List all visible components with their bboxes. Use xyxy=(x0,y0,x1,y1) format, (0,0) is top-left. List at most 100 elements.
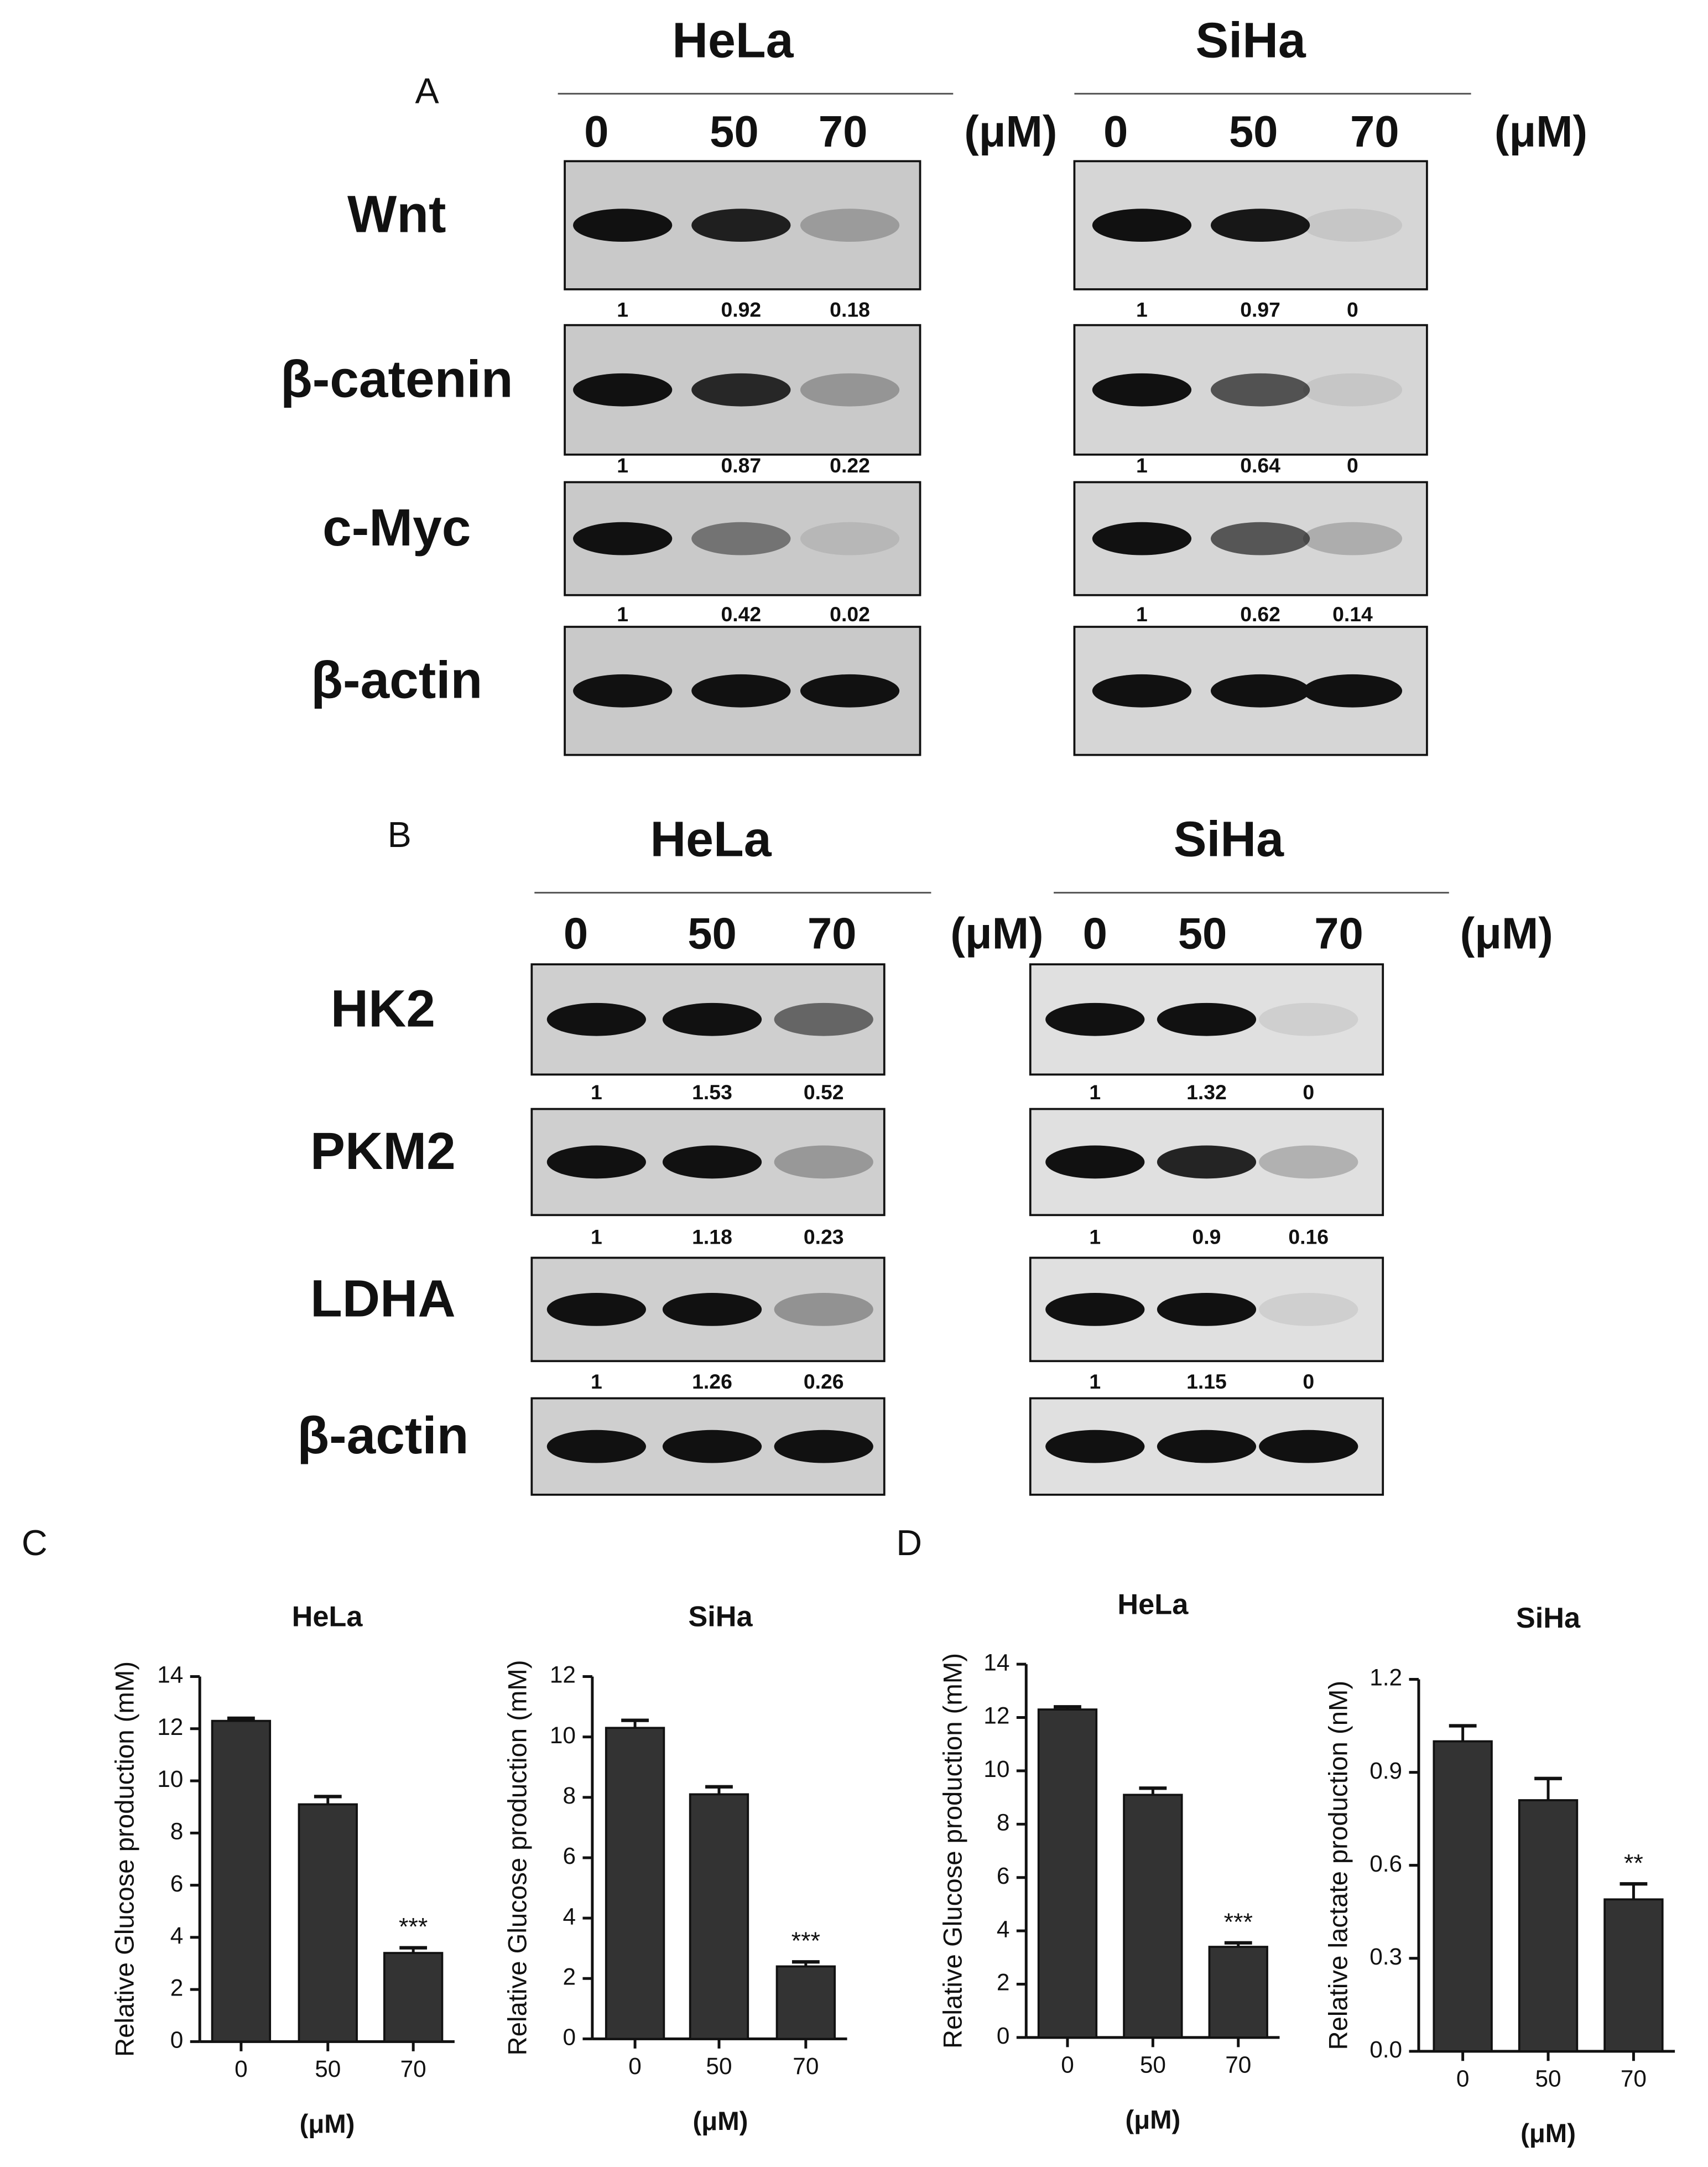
band xyxy=(1045,1293,1145,1326)
quant-label: 0.42 xyxy=(721,602,761,626)
protein-label: LDHA xyxy=(310,1269,456,1328)
band xyxy=(691,674,791,708)
quant-label: 1 xyxy=(617,602,628,626)
quant-label: 0.64 xyxy=(1240,454,1280,477)
quant-label: 0.02 xyxy=(830,602,870,626)
y-tick-label: 0 xyxy=(170,2027,184,2053)
y-tick-label: 8 xyxy=(170,1818,184,1844)
x-tick-label: 70 xyxy=(793,2053,819,2079)
quant-label: 1.15 xyxy=(1186,1370,1227,1393)
dose-label: 70 xyxy=(1314,908,1363,958)
band xyxy=(1045,1145,1145,1179)
y-tick-label: 0 xyxy=(563,2024,576,2050)
quant-label: 1 xyxy=(1136,602,1148,626)
band xyxy=(1157,1145,1257,1179)
significance-label: *** xyxy=(399,1913,428,1941)
chart-title: SiHa xyxy=(688,1601,753,1633)
quant-label: 0.97 xyxy=(1240,298,1280,321)
cell-line-header: HeLa xyxy=(650,812,772,867)
y-tick-label: 14 xyxy=(983,1649,1009,1675)
dose-unit: (μM) xyxy=(950,908,1043,958)
dose-label: 0 xyxy=(1103,107,1128,156)
protein-label: c-Myc xyxy=(322,498,471,557)
quant-label: 1 xyxy=(617,298,628,321)
cell-line-header: SiHa xyxy=(1174,812,1284,867)
significance-label: *** xyxy=(1224,1908,1253,1936)
quant-label: 1 xyxy=(1089,1370,1101,1393)
chart-title: HeLa xyxy=(292,1601,363,1633)
x-tick-label: 0 xyxy=(1061,2051,1074,2077)
quant-label: 0.16 xyxy=(1288,1225,1329,1249)
band xyxy=(1303,522,1403,555)
band xyxy=(1259,1145,1358,1179)
bar xyxy=(1208,1946,1268,2039)
quant-label: 1 xyxy=(591,1080,602,1104)
panel-label: B xyxy=(388,814,412,855)
bar xyxy=(1433,1740,1493,2052)
quant-label: 0 xyxy=(1303,1080,1314,1104)
quant-label: 1 xyxy=(1089,1080,1101,1104)
band xyxy=(774,1293,873,1326)
protein-label: β-actin xyxy=(311,651,482,709)
y-tick-label: 10 xyxy=(550,1722,576,1748)
y-tick-label: 6 xyxy=(170,1870,184,1896)
band xyxy=(691,373,791,407)
quant-label: 0.87 xyxy=(721,454,761,477)
y-axis-label: Relative lactate production (nM) xyxy=(1324,1681,1353,2050)
band xyxy=(1210,522,1310,555)
panel-label: C xyxy=(22,1522,48,1563)
band xyxy=(1303,209,1403,242)
protein-label: PKM2 xyxy=(310,1122,456,1181)
y-tick-label: 0.9 xyxy=(1369,1758,1402,1784)
quant-label: 0.92 xyxy=(721,298,761,321)
quant-label: 0.9 xyxy=(1193,1225,1221,1249)
y-tick-label: 12 xyxy=(157,1714,183,1740)
x-axis-label: (μM) xyxy=(693,2107,748,2136)
dose-label: 50 xyxy=(1229,107,1278,156)
y-tick-label: 0.0 xyxy=(1369,2036,1402,2062)
band xyxy=(1092,674,1192,708)
x-tick-label: 50 xyxy=(1140,2051,1166,2077)
bar xyxy=(1603,1898,1664,2052)
y-axis-label: Relative Glucose production (mM) xyxy=(503,1660,532,2055)
y-tick-label: 4 xyxy=(563,1903,576,1929)
bar xyxy=(383,1952,444,2043)
quant-label: 0.62 xyxy=(1240,602,1280,626)
band xyxy=(1259,1293,1358,1326)
bar xyxy=(211,1719,272,2043)
band xyxy=(573,522,673,555)
dose-label: 50 xyxy=(710,107,759,156)
bar xyxy=(1037,1708,1098,2039)
y-tick-label: 10 xyxy=(983,1756,1009,1782)
chart-title: HeLa xyxy=(1117,1588,1189,1620)
y-tick-label: 4 xyxy=(170,1922,184,1948)
quant-label: 1.18 xyxy=(692,1225,732,1249)
y-tick-label: 8 xyxy=(563,1783,576,1809)
x-tick-label: 0 xyxy=(1456,2065,1470,2091)
band xyxy=(800,209,900,242)
quant-label: 0 xyxy=(1347,454,1358,477)
x-tick-label: 50 xyxy=(315,2056,341,2082)
dose-unit: (μM) xyxy=(1494,107,1587,156)
y-tick-label: 2 xyxy=(170,1974,184,2000)
band xyxy=(1259,1430,1358,1463)
quant-label: 1 xyxy=(1136,298,1148,321)
band xyxy=(800,373,900,407)
y-tick-label: 0 xyxy=(997,2023,1010,2049)
quant-label: 1.32 xyxy=(1186,1080,1227,1104)
dose-label: 50 xyxy=(1178,908,1227,958)
x-tick-label: 70 xyxy=(1225,2051,1251,2077)
quant-label: 0.18 xyxy=(830,298,870,321)
band xyxy=(573,674,673,708)
x-tick-label: 0 xyxy=(235,2056,248,2082)
x-axis-label: (μM) xyxy=(300,2109,355,2139)
band xyxy=(1303,674,1403,708)
band xyxy=(662,1293,762,1326)
band xyxy=(1092,373,1192,407)
band xyxy=(1157,1002,1257,1036)
x-axis-label: (μM) xyxy=(1520,2119,1576,2148)
protein-label: HK2 xyxy=(331,979,435,1038)
quant-label: 1 xyxy=(1089,1225,1101,1249)
protein-label: β-catenin xyxy=(280,350,513,408)
